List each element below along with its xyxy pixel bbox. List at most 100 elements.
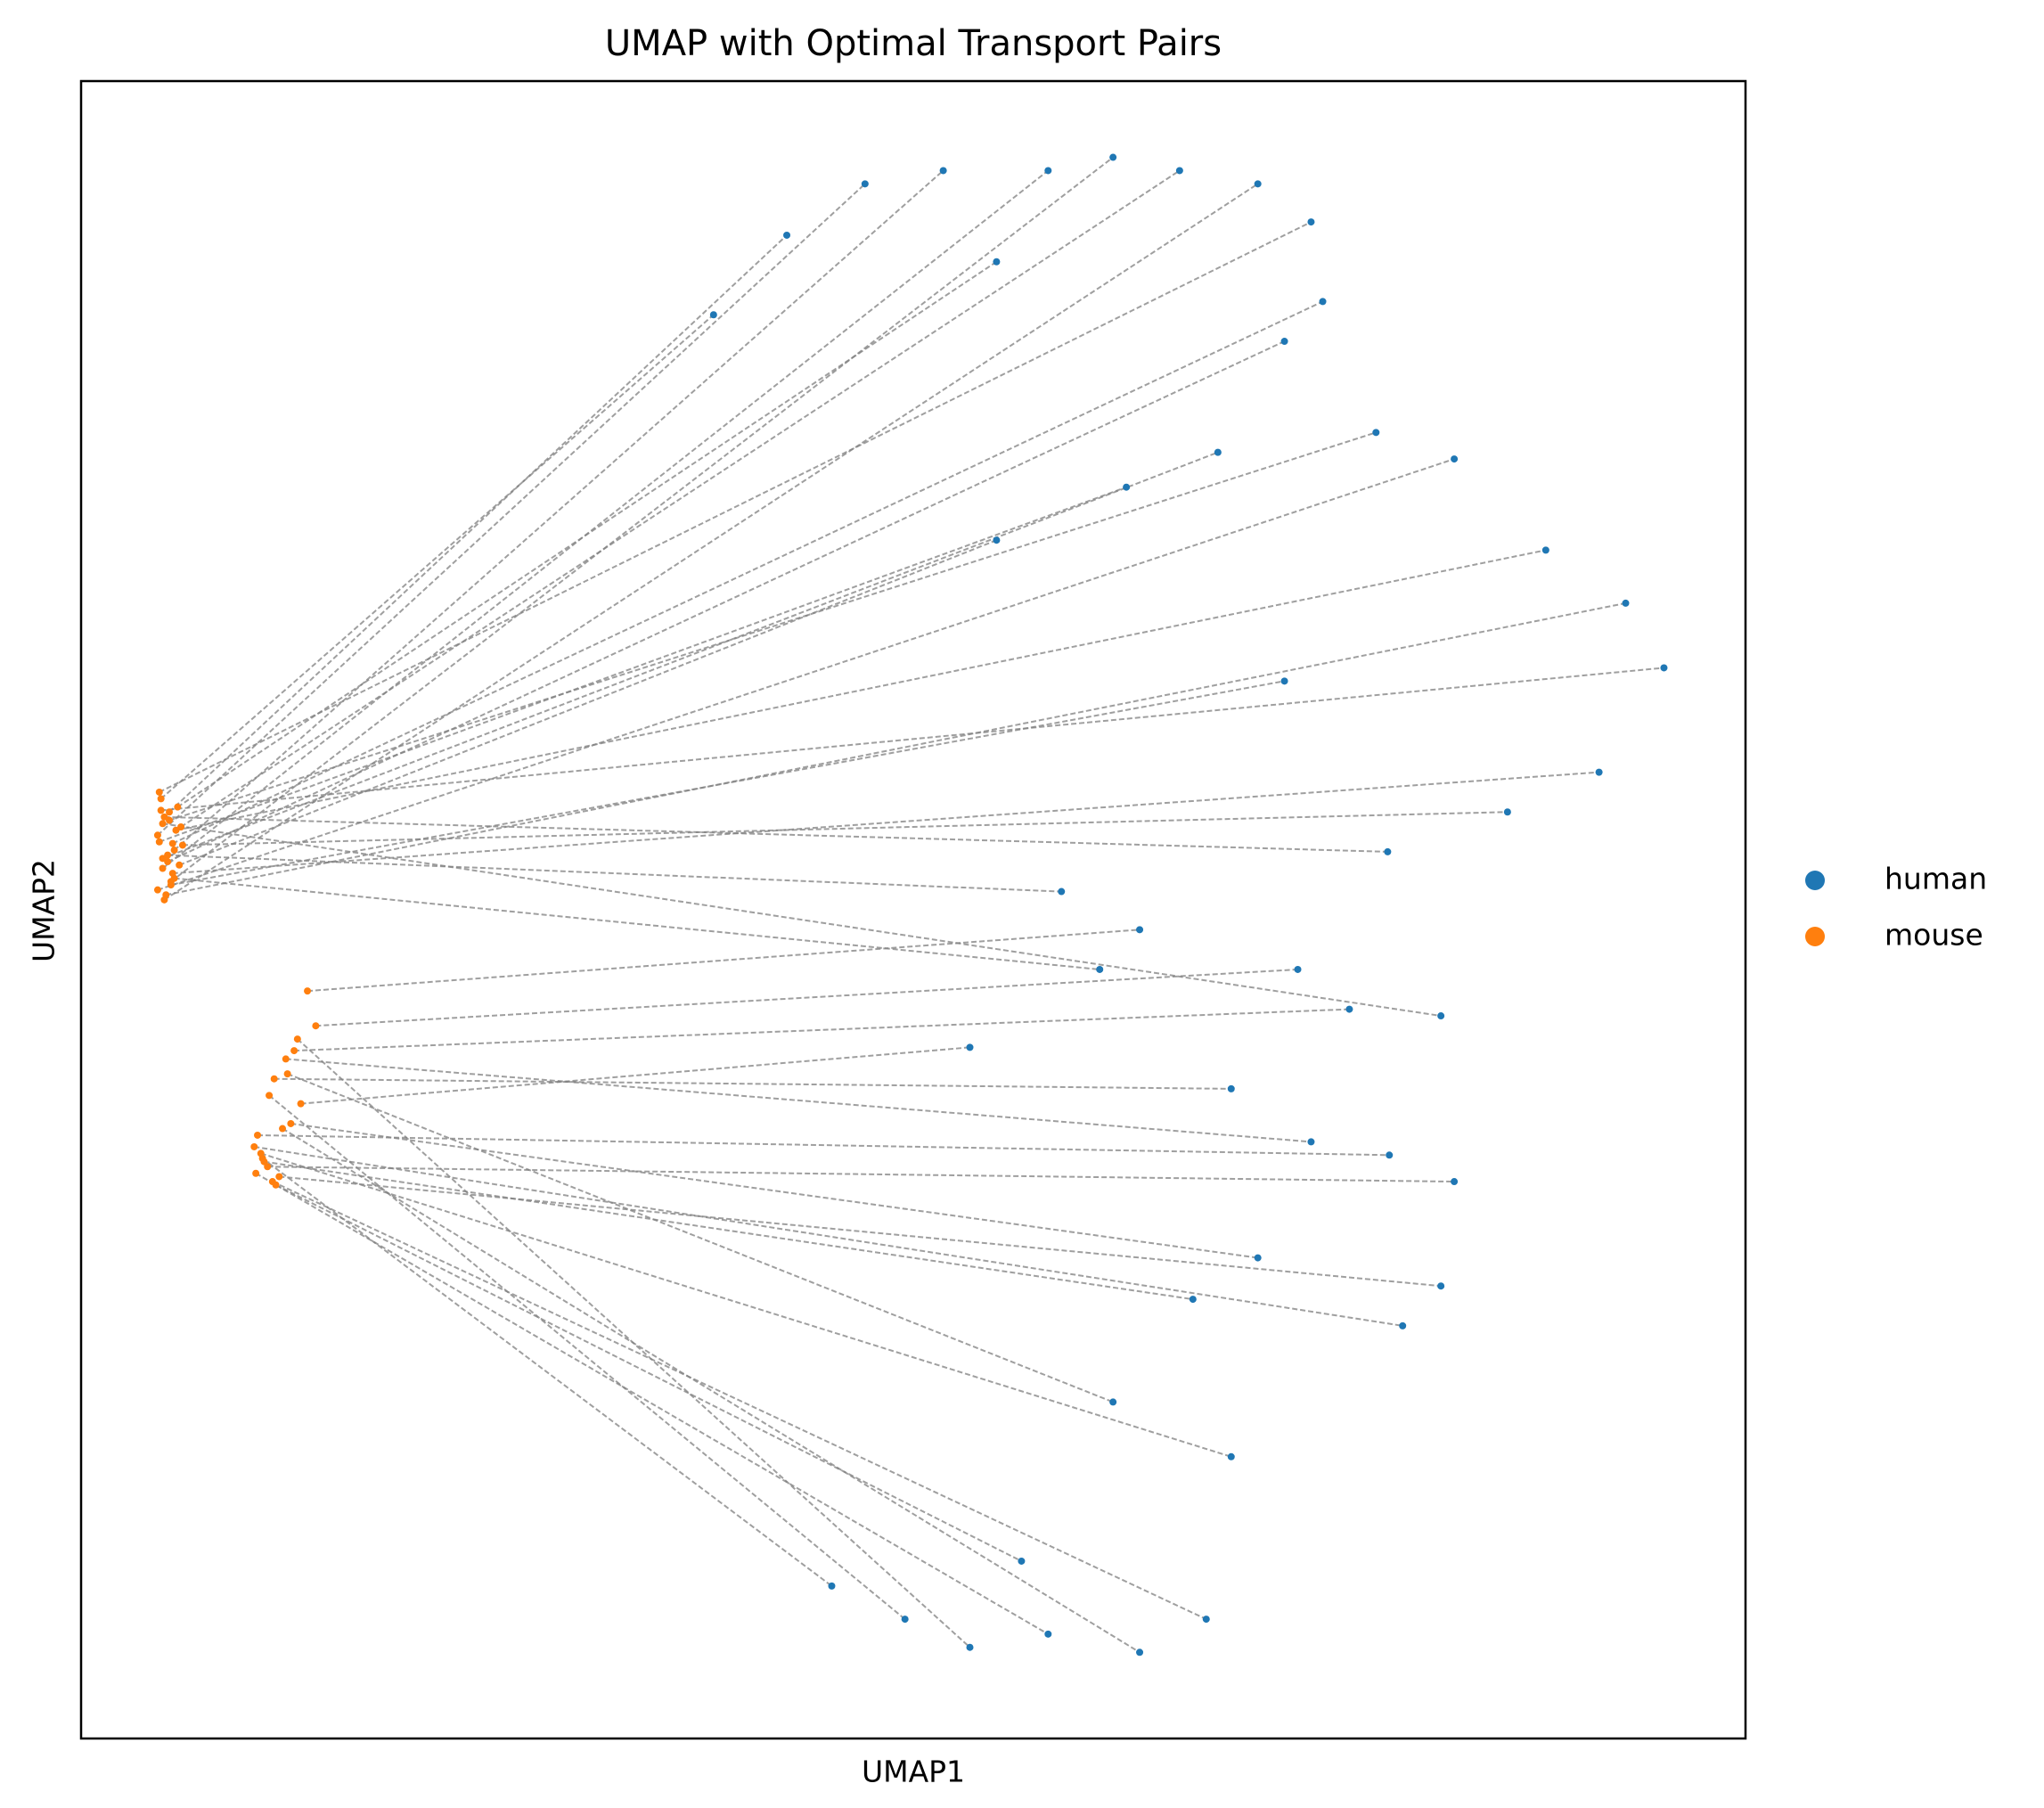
transport-pair bbox=[307, 929, 1141, 993]
point bbox=[1280, 677, 1288, 685]
point bbox=[275, 1173, 283, 1181]
point bbox=[250, 1142, 258, 1150]
point bbox=[939, 167, 947, 175]
point bbox=[1541, 546, 1549, 554]
transport-pair bbox=[176, 260, 997, 808]
point bbox=[1189, 1296, 1197, 1304]
transport-pair bbox=[287, 1073, 1114, 1403]
transport-pair bbox=[161, 169, 1049, 870]
point bbox=[272, 1181, 280, 1189]
point bbox=[1109, 153, 1117, 161]
point bbox=[254, 1131, 262, 1139]
point bbox=[1280, 338, 1288, 346]
point bbox=[966, 1643, 974, 1651]
transport-pair bbox=[255, 1172, 1049, 1635]
point bbox=[1660, 664, 1668, 672]
point bbox=[270, 1075, 278, 1083]
point bbox=[174, 803, 182, 811]
point bbox=[1294, 965, 1302, 973]
plot-frame bbox=[79, 79, 1747, 1740]
point bbox=[1044, 167, 1052, 175]
plot-area bbox=[153, 153, 1668, 1657]
transport-pair bbox=[290, 1122, 1258, 1259]
transport-pair bbox=[257, 1133, 1390, 1157]
point bbox=[1307, 218, 1315, 226]
transport-pair bbox=[162, 822, 1442, 1018]
y-axis-label: UMAP2 bbox=[27, 859, 61, 962]
point bbox=[993, 258, 1001, 266]
point bbox=[1386, 1151, 1394, 1159]
point bbox=[828, 1582, 836, 1590]
point bbox=[901, 1616, 909, 1624]
point bbox=[861, 180, 869, 188]
point bbox=[783, 231, 791, 239]
transport-pair bbox=[267, 1166, 1455, 1183]
transport-pair bbox=[168, 431, 1377, 822]
point bbox=[164, 851, 172, 859]
point bbox=[1319, 298, 1327, 306]
point bbox=[1214, 448, 1222, 456]
transport-pair bbox=[160, 667, 1664, 812]
point bbox=[1451, 455, 1459, 463]
transport-pair bbox=[264, 1160, 1193, 1301]
point bbox=[1044, 1630, 1052, 1638]
point bbox=[1384, 847, 1392, 855]
legend-label: mouse bbox=[1885, 918, 1983, 953]
transport-pair bbox=[178, 539, 997, 866]
point bbox=[170, 874, 178, 882]
point bbox=[168, 839, 176, 847]
point bbox=[290, 1047, 298, 1055]
legend-marker bbox=[1805, 927, 1825, 946]
transport-pair bbox=[262, 1158, 833, 1587]
point bbox=[1175, 167, 1183, 175]
transport-pair bbox=[157, 183, 866, 837]
point bbox=[176, 861, 184, 869]
point bbox=[1372, 429, 1380, 437]
point bbox=[172, 826, 180, 834]
transport-pair bbox=[315, 968, 1298, 1027]
point bbox=[258, 1155, 266, 1162]
point bbox=[170, 847, 178, 855]
point bbox=[1622, 599, 1630, 607]
point bbox=[178, 841, 186, 849]
point bbox=[1018, 1557, 1026, 1565]
point bbox=[283, 1070, 291, 1078]
transport-pair bbox=[172, 300, 1323, 845]
transport-pair bbox=[260, 1152, 1232, 1458]
transport-pair bbox=[282, 1127, 1141, 1654]
point bbox=[1058, 888, 1066, 896]
point bbox=[279, 1125, 287, 1133]
point bbox=[1123, 483, 1131, 491]
chart-title: UMAP with Optimal Transport Pairs bbox=[605, 23, 1222, 64]
transport-pair bbox=[268, 1094, 906, 1620]
transport-pair bbox=[162, 451, 1219, 860]
point bbox=[1595, 768, 1603, 776]
point bbox=[1202, 1616, 1210, 1624]
point bbox=[1136, 1648, 1144, 1657]
point bbox=[159, 820, 167, 828]
point bbox=[252, 1169, 260, 1177]
point bbox=[162, 891, 170, 899]
point bbox=[287, 1119, 295, 1127]
transport-pair bbox=[285, 1058, 1312, 1143]
transport-pair bbox=[300, 1046, 970, 1105]
transport-pair bbox=[182, 811, 1508, 847]
point bbox=[153, 886, 161, 894]
point bbox=[153, 831, 161, 839]
point bbox=[1136, 926, 1144, 934]
transport-pair bbox=[167, 340, 1285, 863]
transport-pair bbox=[174, 877, 1100, 970]
point bbox=[1437, 1282, 1445, 1290]
point bbox=[159, 864, 167, 872]
transport-pair bbox=[279, 1175, 1442, 1288]
point bbox=[157, 795, 165, 803]
legend-marker bbox=[1805, 871, 1825, 890]
transport-pair bbox=[160, 314, 715, 800]
point bbox=[167, 881, 175, 889]
point bbox=[966, 1043, 974, 1051]
point bbox=[312, 1022, 320, 1030]
point bbox=[1399, 1321, 1407, 1329]
point bbox=[166, 808, 174, 816]
point bbox=[293, 1035, 301, 1043]
